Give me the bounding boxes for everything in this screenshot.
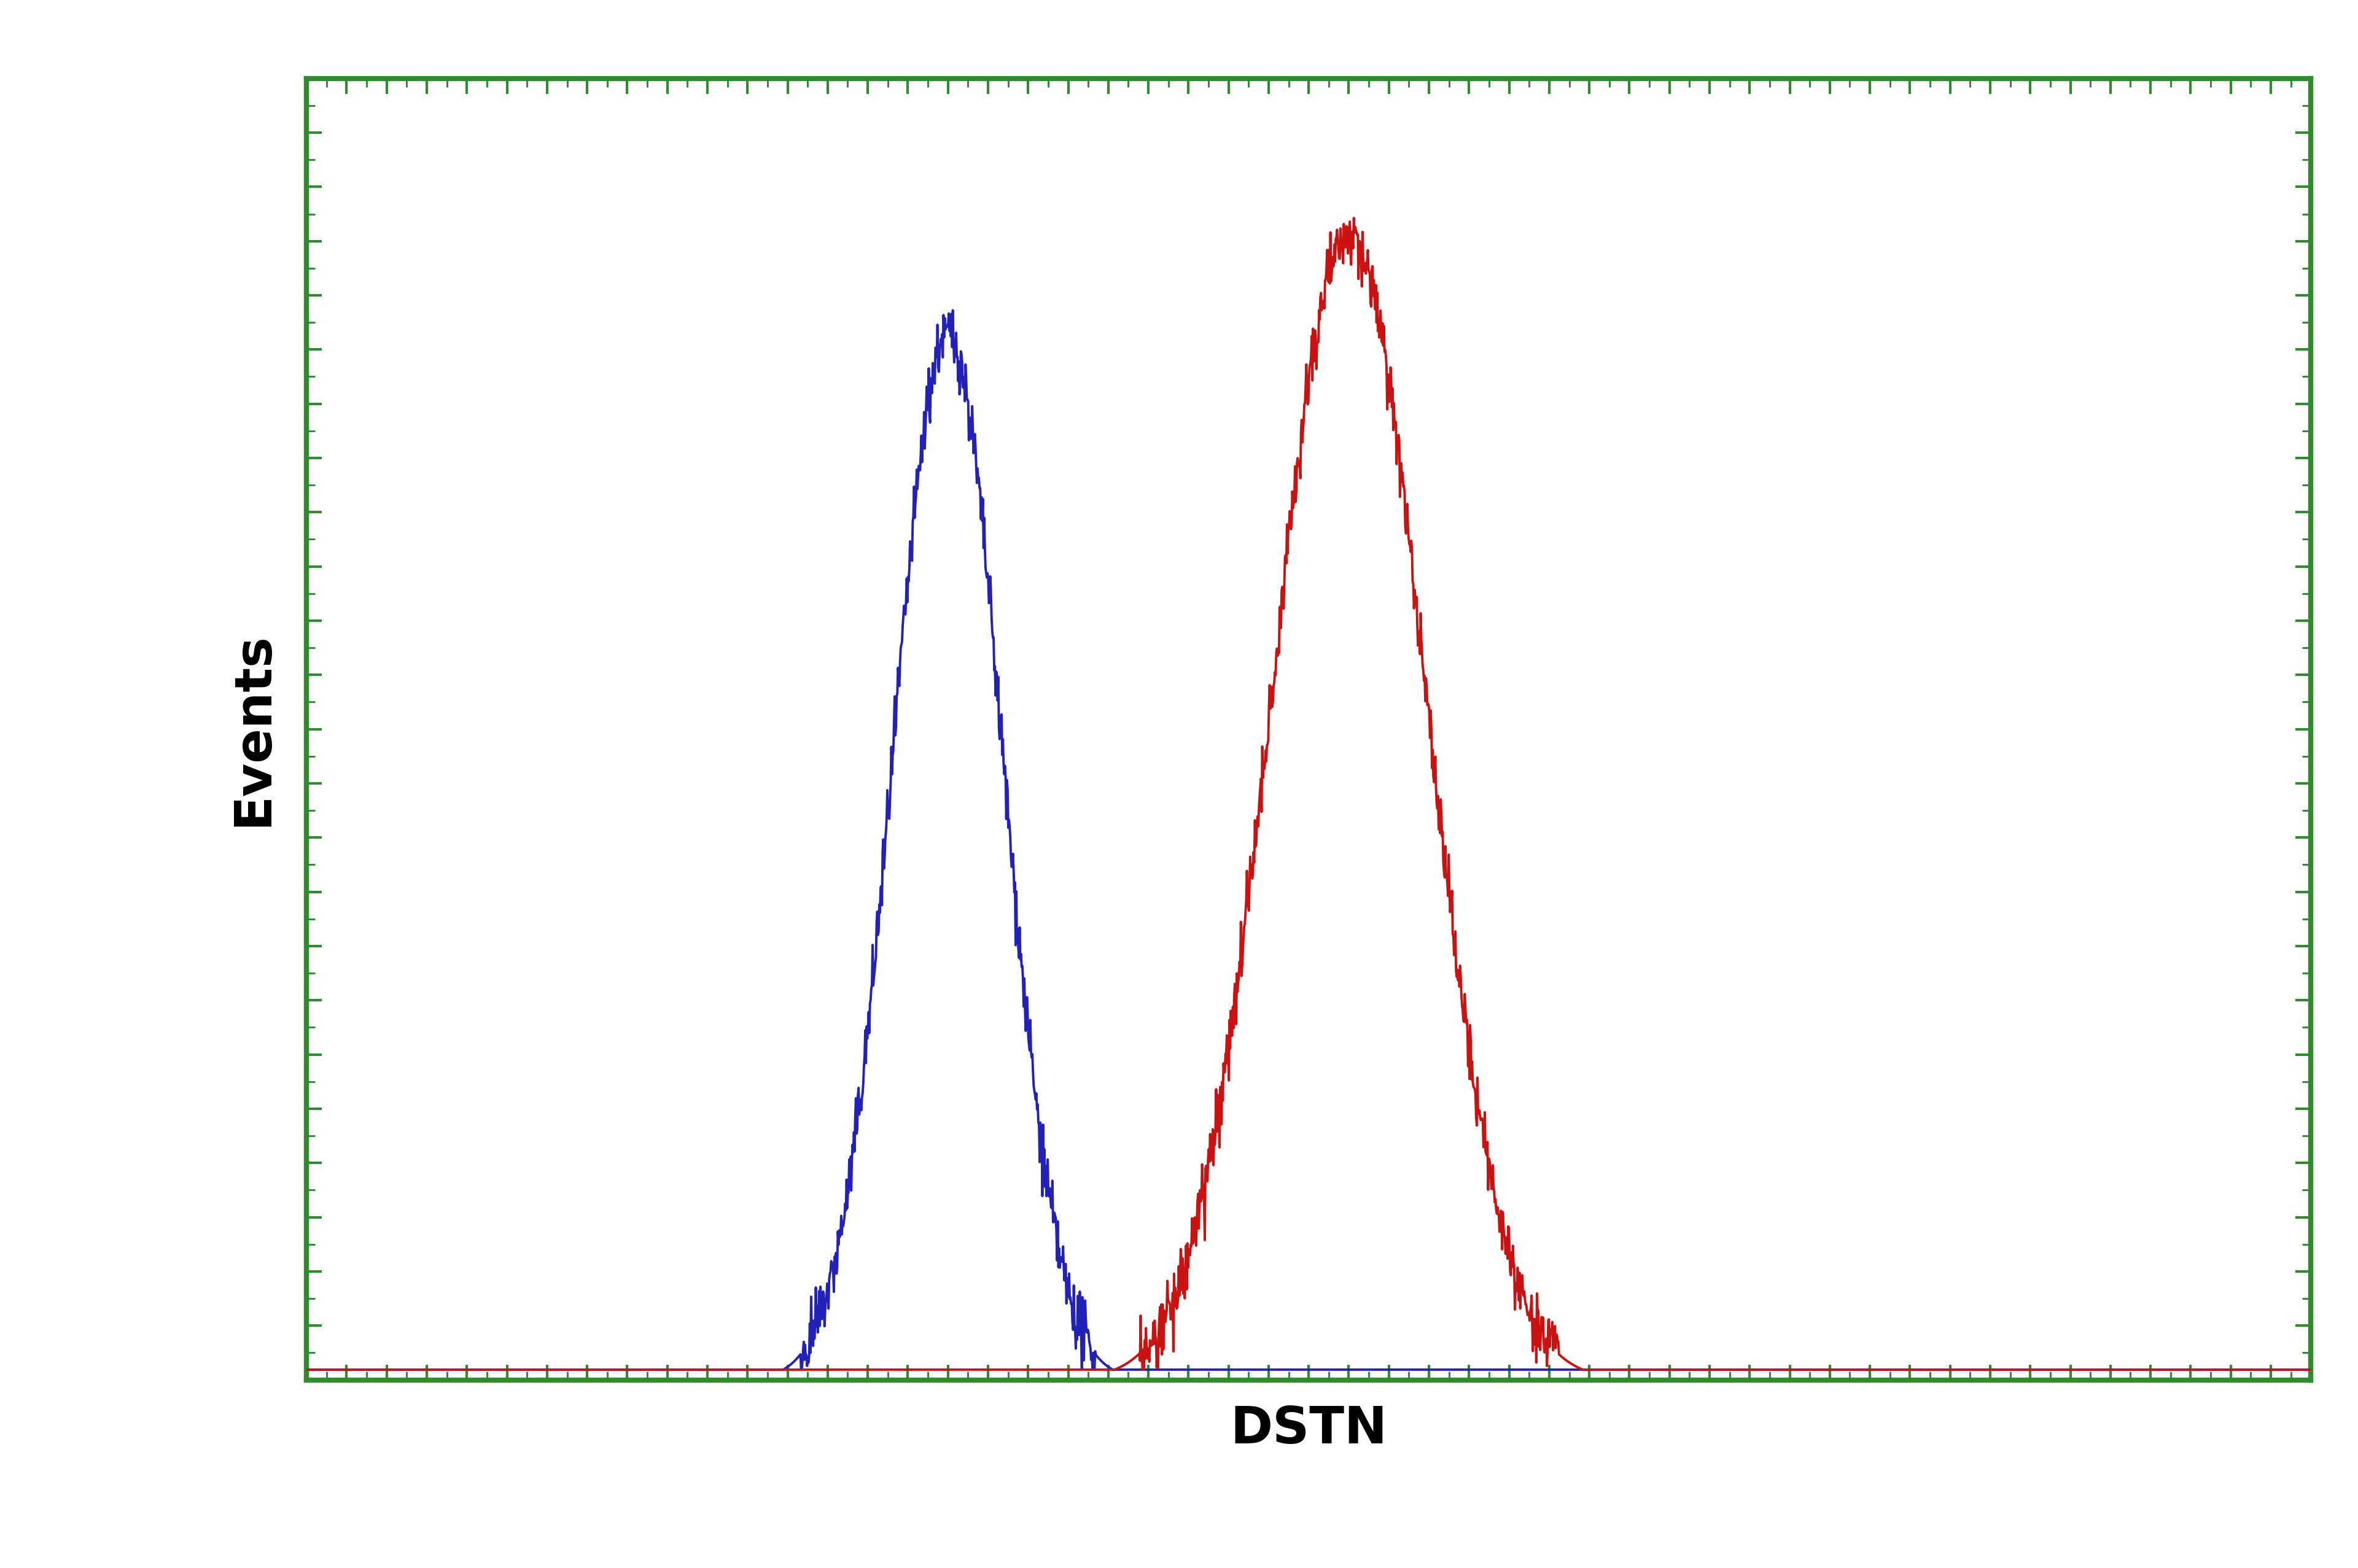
X-axis label: DSTN: DSTN (1231, 1403, 1387, 1454)
Y-axis label: Events: Events (229, 632, 278, 826)
